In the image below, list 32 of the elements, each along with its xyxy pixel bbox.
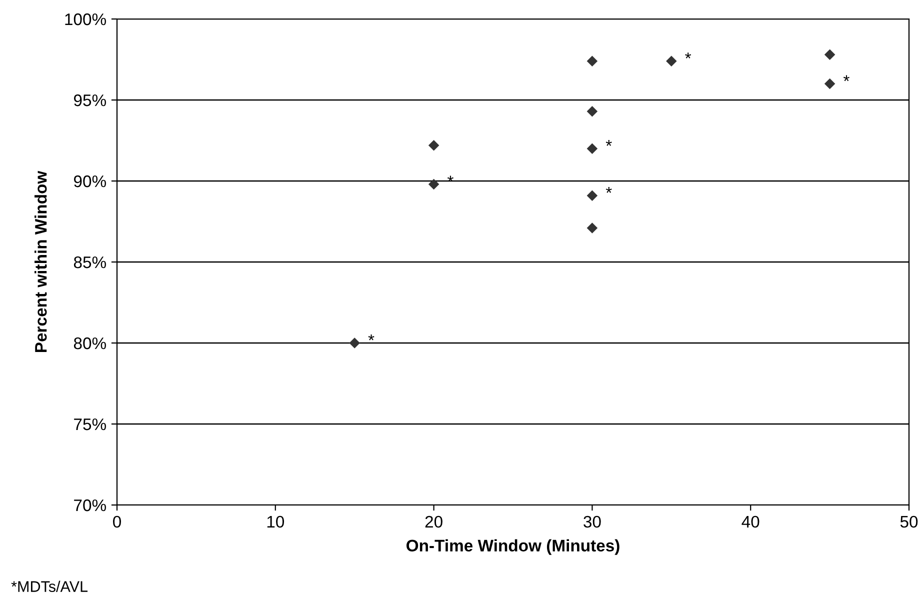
y-tick-label: 70% [74,499,106,512]
x-tick-label: 30 [584,516,601,528]
annotation: * [685,52,692,58]
y-tick-label: 75% [74,418,106,430]
y-tick-label: 100% [65,13,106,26]
point [586,190,598,201]
point [586,222,598,234]
point [428,140,440,151]
y-tick-label: 80% [74,337,106,350]
x-tick-label: 40 [742,516,760,528]
y-tick-label: 90% [74,175,106,188]
annotation: * [606,140,612,146]
annotation: * [843,75,850,82]
point [586,143,598,154]
x-tick-label: 10 [267,516,284,528]
point [586,106,598,117]
text: *MDTs/AVL [11,580,88,592]
point [666,56,677,66]
annotation: * [606,187,612,193]
point [428,178,440,190]
point [586,56,598,66]
x-axis-title: On-Time Window (Minutes) [406,539,620,555]
y-tick-label: 95% [74,94,106,106]
point [349,338,360,348]
x-tick-label: 50 [900,516,918,528]
annotation: * [368,334,374,340]
x-tick-label: 0 [113,516,121,528]
y-tick-label: 85% [74,256,106,268]
x-tick-label: 20 [425,516,442,528]
point [824,78,836,90]
point [824,49,836,60]
y-axis-title: Percent within Window [34,170,47,352]
